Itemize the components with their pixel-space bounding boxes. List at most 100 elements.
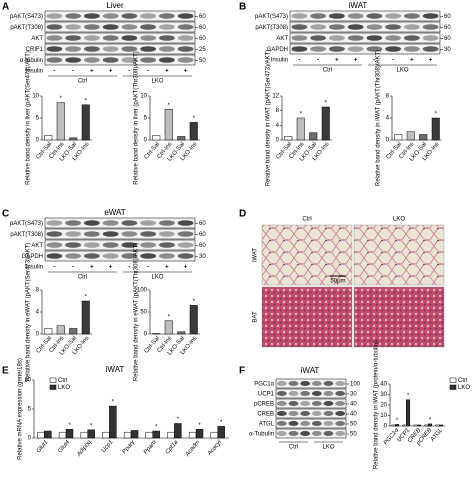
blot-band — [177, 57, 194, 63]
blot-band — [300, 390, 311, 397]
blot-band — [159, 35, 175, 41]
bar — [44, 135, 53, 141]
bar — [188, 431, 197, 439]
bar — [435, 424, 440, 427]
x-tick-label: Cpt1a — [165, 439, 180, 456]
blot-row-label: AKT — [31, 243, 43, 249]
blot-row-label: pAKT(T308) — [10, 25, 43, 31]
y-tick-label: 5 — [144, 116, 148, 122]
insulin-sign: - — [53, 69, 55, 75]
blot-strip — [289, 21, 441, 33]
blot-band — [159, 46, 175, 52]
bar — [44, 328, 53, 335]
bar — [417, 424, 422, 427]
blot-strip — [44, 217, 196, 229]
blot-row-label: CREB — [257, 412, 274, 418]
mw-label: 60 — [444, 14, 451, 20]
insulin-sign: + — [354, 58, 358, 64]
panel-letter: E — [2, 366, 9, 377]
insulin-sign: - — [128, 69, 130, 75]
blot-band — [335, 380, 346, 387]
blot-band — [140, 24, 156, 30]
blot-band — [121, 242, 138, 248]
blot-band — [310, 13, 326, 19]
blot-band — [335, 410, 346, 417]
bar — [177, 331, 186, 335]
blot-band — [347, 46, 364, 52]
significance-mark: * — [198, 423, 201, 429]
y-tick-label: 8 — [276, 108, 280, 114]
x-tick-label: Glut1 — [36, 439, 50, 454]
blot-band — [288, 410, 299, 417]
x-tick-label: Ucp1 — [101, 439, 115, 454]
blot-band — [46, 231, 63, 237]
blot-band — [102, 57, 119, 63]
blot-band — [311, 400, 322, 407]
significance-mark: * — [220, 420, 223, 426]
blot-band — [323, 380, 334, 387]
significance-mark: * — [407, 393, 410, 399]
y-tick-label: 50 — [140, 310, 147, 316]
y-axis-label: Relative band density in iWAT (pAKT(Ser4… — [266, 50, 272, 187]
blot-band — [385, 24, 401, 30]
row-label: BAT — [253, 311, 259, 323]
legend-swatch — [49, 377, 57, 383]
bar — [189, 122, 198, 141]
mw-label: 60 — [444, 36, 451, 42]
legend-label: LKO — [458, 385, 470, 391]
blot-band — [300, 420, 311, 427]
y-tick-label: 0 — [386, 138, 390, 144]
blot-band — [404, 35, 420, 41]
blot-band — [300, 380, 311, 387]
blot-band — [422, 13, 439, 19]
bar — [58, 431, 67, 439]
y-tick-label: 8 — [386, 94, 390, 100]
bar — [69, 328, 78, 335]
blot-band — [288, 430, 299, 437]
blot-band — [323, 420, 334, 427]
blot-strip — [44, 228, 196, 240]
blot-band — [291, 35, 308, 41]
blot-band — [323, 400, 334, 407]
significance-mark: * — [177, 417, 180, 423]
significance-mark: * — [85, 98, 88, 104]
blot-band — [140, 13, 156, 19]
blot-band — [159, 24, 175, 30]
scale-label: 50μm — [330, 279, 345, 285]
blot-band — [404, 13, 420, 19]
bar — [164, 108, 173, 141]
blot-strip — [44, 239, 196, 251]
bar — [391, 424, 396, 427]
column-label: Ctrl — [302, 217, 311, 223]
significance-mark: * — [85, 295, 88, 301]
blot-band — [140, 46, 156, 52]
blot-band — [140, 57, 156, 63]
blot-band — [159, 242, 175, 248]
blot-band — [177, 24, 194, 30]
mw-label: 60 — [199, 14, 206, 20]
blot-row-label: pCREB — [254, 402, 274, 408]
insulin-sign: + — [184, 265, 188, 271]
bar — [284, 136, 293, 141]
bar — [309, 132, 318, 141]
panel-letter: F — [239, 366, 245, 377]
group-label: Ctrl — [78, 275, 87, 281]
x-tick-label: Pparγ — [122, 439, 137, 456]
blot-band — [288, 420, 299, 427]
bar — [37, 431, 45, 439]
blot-band — [65, 253, 81, 259]
bar — [439, 424, 444, 427]
blot-band — [46, 242, 63, 248]
mw-label: 40 — [350, 412, 357, 418]
insulin-sign: + — [410, 58, 414, 64]
bar — [152, 135, 161, 141]
bar — [65, 429, 74, 439]
insulin-sign: + — [90, 265, 94, 271]
insulin-sign: - — [147, 265, 149, 271]
mw-label: 60 — [199, 232, 206, 238]
y-tick-label: 10 — [380, 413, 387, 419]
blot-strip — [44, 32, 196, 44]
blot-band — [65, 46, 81, 52]
blot-row-label: pAKT(T308) — [255, 25, 288, 31]
